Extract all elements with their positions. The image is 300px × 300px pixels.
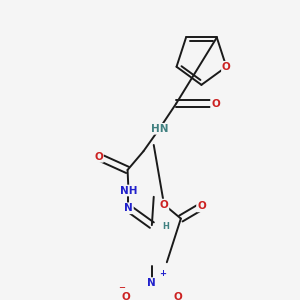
Text: HN: HN bbox=[151, 124, 168, 134]
Text: O: O bbox=[94, 152, 103, 162]
Text: O: O bbox=[174, 292, 182, 300]
Text: O: O bbox=[197, 201, 206, 212]
Text: NH: NH bbox=[120, 185, 137, 196]
Text: −: − bbox=[118, 283, 125, 292]
Text: O: O bbox=[211, 99, 220, 109]
Text: O: O bbox=[121, 292, 130, 300]
Text: N: N bbox=[124, 203, 133, 213]
Text: O: O bbox=[160, 200, 168, 209]
Text: H: H bbox=[163, 223, 169, 232]
Text: O: O bbox=[222, 62, 231, 72]
Text: N: N bbox=[148, 278, 156, 288]
Text: +: + bbox=[159, 268, 167, 278]
